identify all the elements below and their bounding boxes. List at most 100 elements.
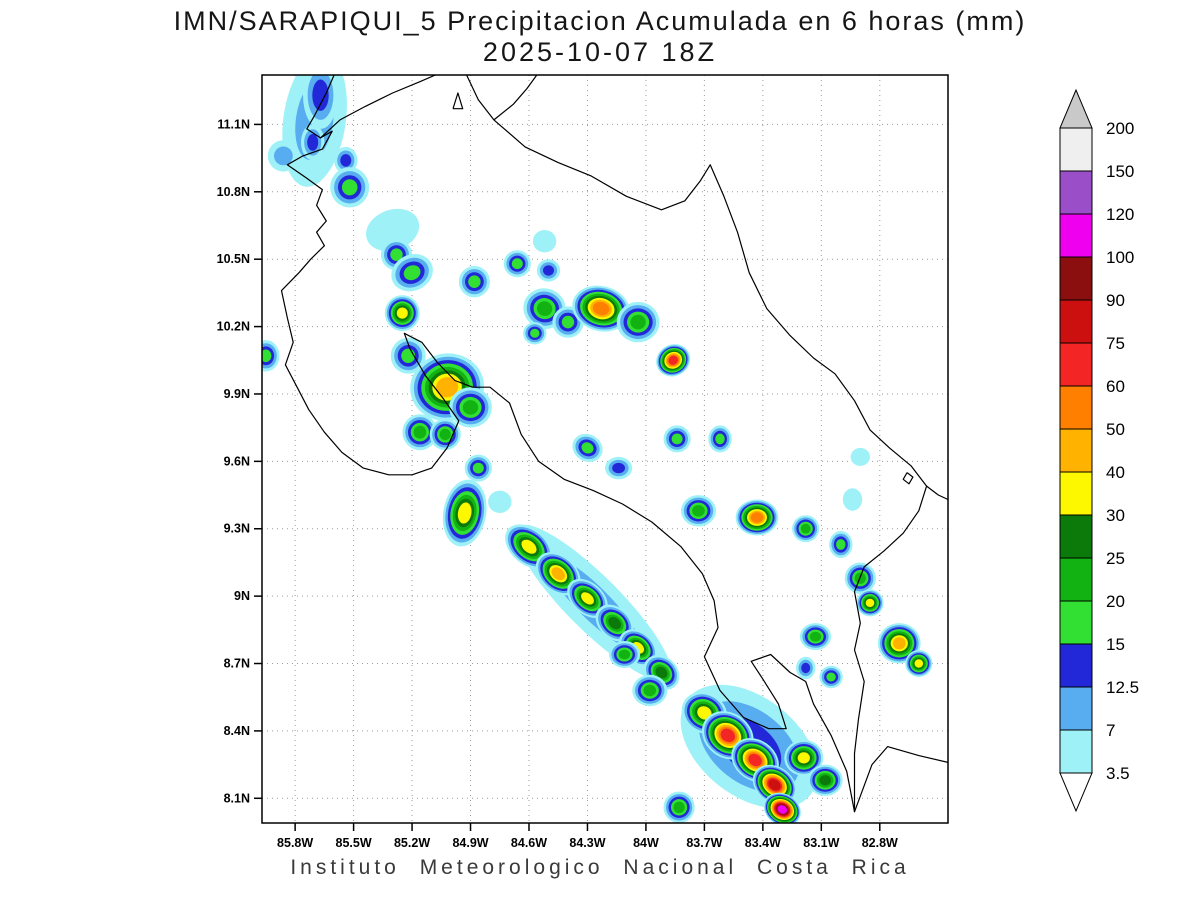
precip-cell [735,499,779,536]
colorbar-label: 60 [1106,377,1125,396]
map-frame [261,74,949,824]
colorbar-label: 75 [1106,334,1125,353]
precip-cell [267,140,299,172]
chart-title-line1: IMN/SARAPIQUI_5 Precipitacion Acumulada … [173,6,1027,36]
lon-tick-label: 85.8W [277,836,313,850]
precip-cell [384,295,420,332]
lat-tick-label: 10.8N [217,185,250,199]
precip-cell [330,167,370,208]
precip-cell [429,418,461,451]
precip-cell [819,665,843,689]
colorbar-label: 40 [1106,463,1125,482]
colorbar-label: 3.5 [1106,764,1130,783]
axes: 11.1N 10.8N 10.5N 10.2N 9.9N 9.6N 9.3N 9N 8.7N 8.… [217,117,898,850]
colorbar-band [1059,299,1093,344]
precip-cell [532,230,557,253]
colorbar-band [1059,342,1093,387]
colorbar-band [1059,600,1093,645]
colorbar-label: 30 [1106,506,1125,525]
map-coastline [280,75,948,813]
precip-cell [807,764,843,796]
lon-tick-label: 83.7W [686,836,722,850]
lat-tick-label: 9N [234,589,250,603]
colorbar-label: 20 [1106,592,1125,611]
colorbar-band [1059,213,1093,258]
precip-cell [464,454,492,482]
precip-cell [303,75,338,129]
colorbar-band [1059,557,1093,602]
colorbar-label: 90 [1106,291,1125,310]
chart-title-line2: 2025-10-07 18Z [482,37,718,67]
lat-tick-label: 8.1N [224,791,250,805]
colorbar-label: 25 [1106,549,1125,568]
lat-tick-label: 9.9N [224,387,250,401]
lat-tick-label: 9.6N [224,454,250,468]
precip-cell [523,288,566,329]
colorbar-label: 15 [1106,635,1125,654]
precip-cell [656,344,691,377]
lat-tick-label: 11.1N [217,117,250,131]
precip-cell [366,208,420,252]
precip-cell [390,337,426,374]
lat-tick-label: 10.2N [217,320,250,334]
precip-cell [449,387,492,428]
precip-cell [663,791,695,823]
colorbar-label: 7 [1106,721,1115,740]
colorbar-band [1059,127,1093,172]
lon-tick-label: 82.8W [862,836,898,850]
precipitation-map: 11.1N 10.8N 10.5N 10.2N 9.9N 9.6N 9.3N 9N 8.7N 8.… [217,74,949,850]
colorbar-label: 100 [1106,248,1134,267]
colorbar-band [1059,643,1093,688]
colorbar-label: 50 [1106,420,1125,439]
precip-cell [905,650,933,677]
precip-cell [663,425,691,453]
colorbar-band [1059,514,1093,559]
precip-cell [763,792,801,823]
colorbar-label: 120 [1106,205,1134,224]
precip-cell [567,578,608,618]
precip-cell [334,146,358,174]
lon-tick-label: 84.9W [452,836,488,850]
colorbar-label: 150 [1106,162,1134,181]
precip-cell [708,425,732,453]
plot-background [262,75,948,823]
precip-layer [262,75,933,823]
precip-cell [877,623,921,664]
precip-cell [391,254,433,292]
lon-tick-label: 84W [633,836,659,850]
precip-cell [608,641,641,668]
colorbar-band [1059,729,1093,774]
precip-cell [829,531,853,558]
lon-tick-label: 85.5W [336,836,372,850]
precip-cell [681,495,716,527]
precip-cell [752,764,797,805]
colorbar-band [1059,170,1093,215]
colorbar-band [1059,471,1093,516]
precip-cell [488,490,512,513]
precip-cell [402,414,438,451]
precip-cell [799,623,832,651]
precip-cell [616,301,660,343]
precip-cell [856,589,884,617]
colorbar-band [1059,385,1093,430]
lat-tick-label: 8.4N [224,724,250,738]
colorbar: 200 150 120 100 90 75 60 50 40 30 25 20 15 12.5 7 3.5 [1059,88,1139,813]
precip-cell [850,447,870,466]
colorbar-band [1059,428,1093,473]
precip-cell [523,322,547,345]
precip-cell [536,259,561,282]
precip-cell [605,456,633,480]
colorbar-label: 12.5 [1106,678,1139,697]
precip-cell [503,250,531,278]
precip-cell [792,515,820,543]
precip-cell [572,433,603,462]
precip-cell [572,285,630,332]
precip-cell [442,479,487,547]
colorbar-bottom-arrow [1059,772,1093,813]
lon-tick-label: 84.3W [569,836,605,850]
lat-tick-label: 10.5N [217,252,250,266]
lat-tick-label: 8.7N [224,657,250,671]
lon-tick-label: 85.2W [394,836,430,850]
colorbar-label: 200 [1106,119,1134,138]
lat-tick-label: 9.3N [224,522,250,536]
